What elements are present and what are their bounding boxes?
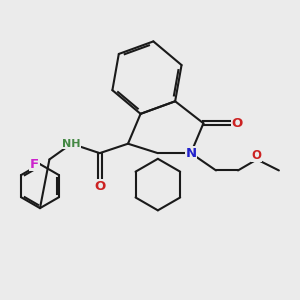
Text: O: O [232, 117, 243, 130]
Text: NH: NH [62, 139, 81, 149]
Text: N: N [185, 147, 197, 160]
Text: F: F [30, 158, 39, 171]
Text: O: O [94, 180, 105, 193]
Text: O: O [252, 149, 262, 162]
